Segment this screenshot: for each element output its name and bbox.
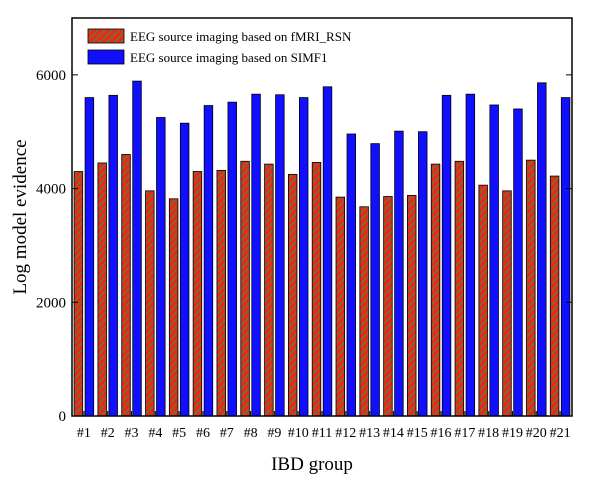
bar-simf1-g8	[251, 93, 261, 417]
bars	[73, 80, 571, 417]
bar-simf1-g19	[513, 108, 523, 417]
x-axis-ticks: #1 #2 #3 #4 #5 #6 #7 #8 #9 #10 #11 #12 #13 #14 #15 #16 #…	[77, 411, 571, 441]
bar-simf1-g3	[132, 80, 142, 417]
bar-simf1-g9	[275, 94, 285, 417]
y-tick-label: 6000	[36, 68, 66, 84]
bar-fmri-rsn-g21	[549, 175, 560, 417]
y-tick-label: 2000	[36, 295, 66, 311]
bar-fmri-rsn-g18	[478, 184, 488, 417]
legend-label-simf1: EEG source imaging based on SIMF1	[130, 50, 328, 65]
bar-fmri-rsn-g8	[240, 160, 250, 417]
legend-swatch-fmri-rsn	[87, 28, 125, 44]
bar-simf1-g6	[203, 105, 214, 417]
bar-fmri-rsn-g11	[311, 162, 322, 417]
bar-simf1-g13	[370, 143, 380, 417]
y-axis-ticks: 0 2000 4000 6000	[36, 68, 572, 425]
bar-simf1-g15	[418, 131, 428, 417]
x-tick-label: #21	[550, 426, 571, 441]
bar-simf1-g21	[560, 97, 571, 417]
bar-simf1-g10	[298, 97, 309, 417]
bar-fmri-rsn-g15	[407, 194, 417, 417]
x-tick-label: #10	[288, 426, 309, 441]
bar-fmri-rsn-g5	[168, 198, 179, 417]
x-tick-label: #13	[359, 426, 380, 441]
bar-fmri-rsn-g7	[216, 169, 226, 417]
x-tick-label: #16	[431, 426, 452, 441]
bar-fmri-rsn-g13	[359, 206, 369, 417]
bar-fmri-rsn-g14	[383, 196, 393, 417]
x-tick-label: #15	[407, 426, 428, 441]
bar-fmri-rsn-g19	[502, 190, 512, 417]
bar-fmri-rsn-g4	[145, 190, 155, 417]
bar-simf1-g17	[465, 93, 476, 417]
y-axis-label: Log model evidence	[10, 139, 31, 294]
x-tick-label: #19	[502, 426, 523, 441]
bar-fmri-rsn-g17	[454, 160, 465, 417]
bar-simf1-g12	[346, 133, 357, 417]
legend: EEG source imaging based on fMRI_RSN EEG…	[87, 28, 352, 65]
bar-fmri-rsn-g12	[335, 196, 346, 417]
bar-simf1-g18	[489, 104, 499, 417]
legend-swatch-simf1	[87, 49, 125, 65]
x-tick-label: #3	[125, 426, 139, 441]
bar-simf1-g16	[441, 94, 452, 417]
x-tick-label: #6	[196, 426, 210, 441]
x-tick-label: #11	[312, 426, 332, 441]
bar-fmri-rsn-g9	[264, 163, 274, 417]
bar-simf1-g4	[156, 117, 166, 417]
bar-fmri-rsn-g10	[287, 173, 298, 417]
bar-fmri-rsn-g6	[192, 171, 203, 417]
x-tick-label: #1	[77, 426, 91, 441]
x-tick-label: #12	[335, 426, 356, 441]
x-tick-label: #5	[172, 426, 186, 441]
x-axis-label: IBD group	[271, 454, 353, 475]
bar-simf1-g2	[108, 94, 118, 417]
bar-simf1-g5	[179, 122, 190, 417]
x-tick-label: #18	[478, 426, 499, 441]
bar-fmri-rsn-g2	[97, 162, 107, 417]
bar-simf1-g7	[227, 101, 237, 417]
bar-simf1-g1	[84, 97, 95, 417]
bar-simf1-g14	[394, 130, 404, 417]
x-tick-label: #2	[101, 426, 115, 441]
bar-simf1-g11	[322, 86, 333, 417]
x-tick-label: #17	[454, 426, 475, 441]
x-tick-label: #4	[148, 426, 162, 441]
x-tick-label: #20	[526, 426, 547, 441]
legend-label-fmri-rsn: EEG source imaging based on fMRI_RSN	[130, 29, 352, 44]
x-tick-label: #9	[267, 426, 281, 441]
x-tick-label: #14	[383, 426, 404, 441]
y-tick-label: 0	[59, 409, 67, 425]
bar-fmri-rsn-g3	[121, 154, 131, 417]
x-tick-label: #7	[220, 426, 234, 441]
bar-simf1-g20	[537, 82, 547, 417]
bar-fmri-rsn-g16	[430, 163, 441, 417]
y-tick-label: 4000	[36, 182, 66, 198]
x-tick-label: #8	[244, 426, 258, 441]
bar-fmri-rsn-g1	[73, 171, 84, 417]
bar-fmri-rsn-g20	[526, 159, 536, 417]
